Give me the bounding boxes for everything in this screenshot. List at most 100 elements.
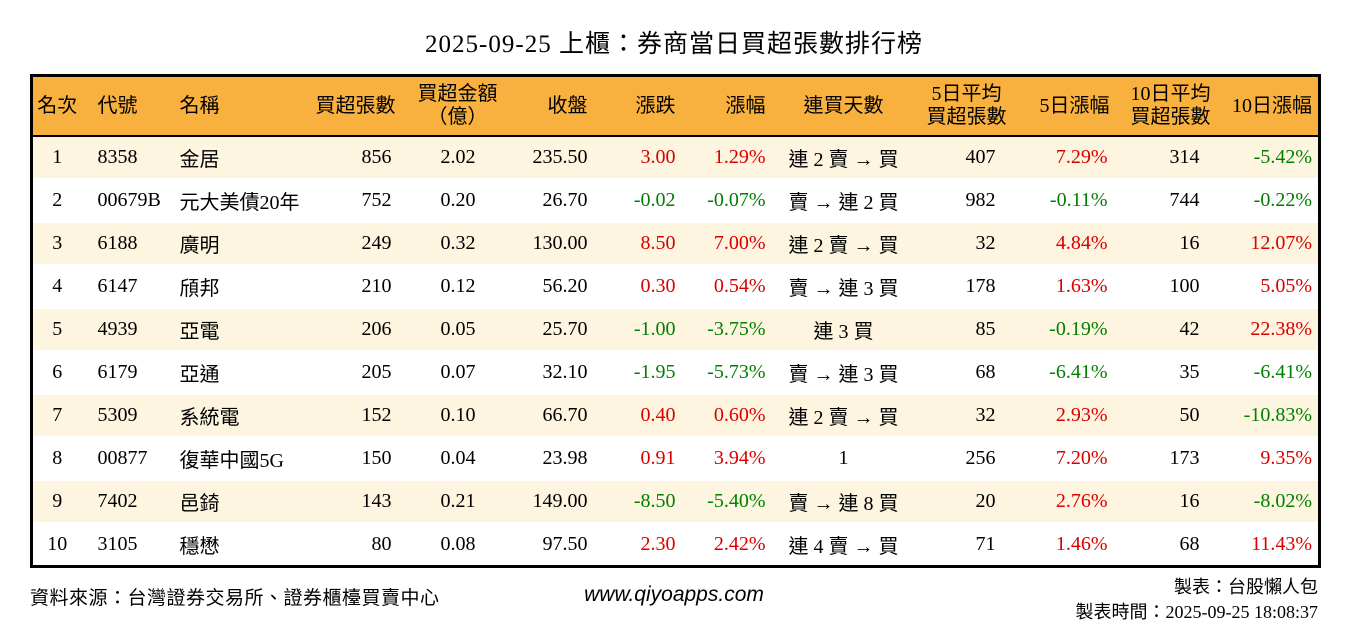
col-header-name: 名稱	[163, 75, 314, 137]
table-body: 1 8358 金居 856 2.02 235.50 3.00 1.29% 連 2…	[31, 136, 1320, 567]
close-price-cell: 66.70	[505, 393, 602, 437]
net-buy-amount-cell: 0.04	[409, 436, 506, 480]
net-buy-volume-cell: 150	[313, 436, 410, 480]
page-title: 2025-09-25 上櫃：券商當日買超張數排行榜	[425, 31, 923, 58]
table-row: 6 6179 亞通 205 0.07 32.10 -1.95 -5.73% 賣 …	[31, 350, 1320, 394]
credit-block: 製表：台股懶人包 製表時間：2025-09-25 18:08:37	[764, 575, 1319, 625]
buy-streak-cell: 1	[773, 436, 914, 480]
pct5-cell: 4.84%	[1019, 221, 1118, 265]
footer: 資料來源：台灣證券交易所、證券櫃檯買賣中心 www.qiyoapps.com 製…	[30, 575, 1318, 625]
change-pct-cell: -5.73%	[685, 350, 774, 394]
change-pct-cell: 0.60%	[685, 393, 774, 437]
data-source-note: 資料來源：台灣證券交易所、證券櫃檯買賣中心	[30, 588, 440, 609]
pct10-cell: -0.22%	[1223, 178, 1320, 222]
close-price-cell: 235.50	[532, 146, 588, 168]
avg5-volume-cell: 407	[965, 146, 996, 168]
change-pct-cell: 1.29%	[713, 146, 766, 168]
name-cell: 亞電	[163, 307, 314, 351]
change-cell: 8.50	[601, 221, 686, 265]
net-buy-volume-cell: 205	[313, 350, 410, 394]
pct5-cell: 2.76%	[1019, 479, 1118, 523]
avg5-volume-cell: 20	[913, 479, 1020, 523]
net-buy-amount-cell: 2.02	[440, 146, 476, 168]
header-row: 名次 代號 名稱 買超張數 買超金額 （億） 收盤 漲跌 漲幅 連買天數 5日平…	[31, 75, 1320, 137]
pct5-cell: -0.11%	[1019, 178, 1118, 222]
net-buy-volume-cell: 152	[313, 393, 410, 437]
col-header-avg5-volume: 5日平均 買超張數	[913, 75, 1020, 137]
change-pct-cell: -3.75%	[685, 307, 774, 351]
avg10-volume-cell: 16	[1117, 221, 1224, 265]
code-cell: 3105	[81, 522, 164, 567]
change-cell: 0.30	[601, 264, 686, 308]
net-buy-volume-cell: 752	[313, 178, 410, 222]
col-header-pct5: 5日漲幅	[1019, 75, 1118, 137]
code-cell: 7402	[81, 479, 164, 523]
code-cell: 6179	[81, 350, 164, 394]
net-buy-amount-cell: 0.20	[409, 178, 506, 222]
buy-streak-cell: 賣 → 連 8 買	[773, 479, 914, 523]
col-header-net-buy-volume: 買超張數	[313, 75, 410, 137]
close-price-cell: 97.50	[505, 522, 602, 567]
col-header-rank: 名次	[31, 75, 82, 137]
name-cell: 金居	[179, 149, 220, 171]
buy-streak-cell: 賣 → 連 3 買	[773, 350, 914, 394]
avg5-volume-cell: 256	[913, 436, 1020, 480]
pct10-cell: 22.38%	[1223, 307, 1320, 351]
change-cell: -1.95	[601, 350, 686, 394]
change-pct-cell: -5.40%	[685, 479, 774, 523]
avg5-volume-cell: 178	[913, 264, 1020, 308]
broker-net-buy-ranking-table: 名次 代號 名稱 買超張數 買超金額 （億） 收盤 漲跌 漲幅 連買天數 5日平…	[30, 74, 1321, 568]
net-buy-volume-cell: 856	[361, 146, 392, 168]
rank-cell: 2	[31, 178, 82, 222]
avg10-volume-cell: 50	[1117, 393, 1224, 437]
buy-streak-cell: 賣 → 連 2 買	[773, 178, 914, 222]
rank-cell: 8	[31, 436, 82, 480]
net-buy-volume-cell: 143	[313, 479, 410, 523]
table-row: 5 4939 亞電 206 0.05 25.70 -1.00 -3.75% 連 …	[31, 307, 1320, 351]
pct5-cell: 7.20%	[1019, 436, 1118, 480]
col-header-change-pct: 漲幅	[685, 75, 774, 137]
table-row: 3 6188 廣明 249 0.32 130.00 8.50 7.00% 連 2…	[31, 221, 1320, 265]
avg10-volume-cell: 35	[1117, 350, 1224, 394]
pct10-cell: 12.07%	[1223, 221, 1320, 265]
code-cell: 8358	[97, 146, 138, 168]
net-buy-volume-cell: 210	[313, 264, 410, 308]
avg10-volume-cell: 16	[1117, 479, 1224, 523]
col-header-net-buy-amount: 買超金額 （億）	[409, 75, 506, 137]
website-url: www.qiyoapps.com	[584, 583, 764, 606]
change-cell: 2.30	[601, 522, 686, 567]
report-image: 2025-09-25 上櫃：券商當日買超張數排行榜 名次 代號 名稱 買超張數 …	[30, 31, 1321, 622]
avg5-volume-cell: 32	[913, 393, 1020, 437]
name-cell: 復華中國5G	[163, 436, 314, 480]
table-row: 9 7402 邑錡 143 0.21 149.00 -8.50 -5.40% 賣…	[31, 479, 1320, 523]
buy-streak-cell: 連 2 賣 → 買	[773, 221, 914, 265]
pct5-cell: 1.63%	[1019, 264, 1118, 308]
name-cell: 穩懋	[163, 522, 314, 567]
rank-cell: 1	[52, 146, 63, 168]
avg5-volume-cell: 85	[913, 307, 1020, 351]
col-header-close: 收盤	[505, 75, 602, 137]
table-row: 10 3105 穩懋 80 0.08 97.50 2.30 2.42% 連 4 …	[31, 522, 1320, 567]
change-pct-cell: 0.54%	[685, 264, 774, 308]
net-buy-amount-cell: 0.10	[409, 393, 506, 437]
code-cell: 5309	[81, 393, 164, 437]
pct10-cell: 9.35%	[1223, 436, 1320, 480]
maker-label: 製表：台股懶人包	[1174, 577, 1318, 597]
rank-cell: 4	[31, 264, 82, 308]
avg5-volume-cell: 68	[913, 350, 1020, 394]
buy-streak-cell: 賣 → 連 3 買	[773, 264, 914, 308]
rank-cell: 6	[31, 350, 82, 394]
table-row: 4 6147 頎邦 210 0.12 56.20 0.30 0.54% 賣 → …	[31, 264, 1320, 308]
code-cell: 6188	[81, 221, 164, 265]
rank-cell: 10	[31, 522, 82, 567]
name-cell: 頎邦	[163, 264, 314, 308]
buy-streak-cell: 連 3 買	[773, 307, 914, 351]
change-cell: -0.02	[601, 178, 686, 222]
net-buy-amount-cell: 0.07	[409, 350, 506, 394]
buy-streak-cell: 連 2 賣 → 買	[773, 393, 914, 437]
buy-streak-cell: 連 4 賣 → 買	[773, 522, 914, 567]
avg10-volume-cell: 68	[1117, 522, 1224, 567]
close-price-cell: 130.00	[505, 221, 602, 265]
pct5-cell: 7.29%	[1055, 146, 1108, 168]
pct10-cell: 5.05%	[1223, 264, 1320, 308]
